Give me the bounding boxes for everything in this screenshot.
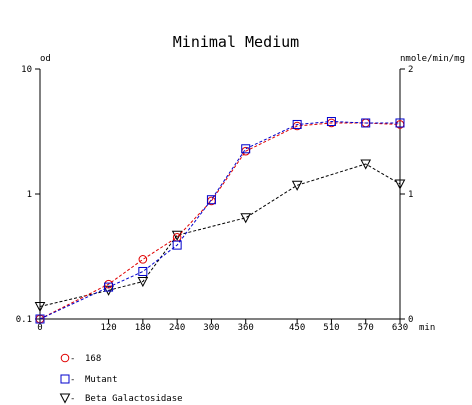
x-axis-unit: min	[419, 323, 435, 333]
legend-marker-beta-galactosidase	[59, 393, 71, 404]
left-tick-label: 0.1	[16, 315, 32, 325]
data-point-beta-galactosidase	[240, 213, 252, 224]
data-point-beta-galactosidase	[394, 179, 406, 190]
legend-label-mutant: Mutant	[85, 375, 118, 385]
data-point-mutant	[241, 144, 251, 154]
legend-dash: -	[70, 354, 75, 364]
right-axis-label: nmole/min/mg	[400, 54, 465, 64]
data-point-168	[138, 255, 148, 264]
right-tick-label: 1	[408, 190, 413, 200]
right-tick-label: 0	[408, 315, 413, 325]
x-tick-label: 510	[323, 323, 339, 333]
series-line-168	[39, 122, 401, 320]
plot-area	[34, 117, 406, 324]
right-tick-label: 2	[408, 65, 413, 75]
left-tick-label: 10	[21, 65, 32, 75]
data-point-beta-galactosidase	[291, 180, 303, 191]
x-tick-label: 630	[392, 323, 408, 333]
data-point-mutant	[361, 118, 371, 128]
left-tick-label: 1	[27, 190, 32, 200]
data-point-mutant	[326, 117, 336, 127]
data-point-beta-galactosidase	[360, 159, 372, 170]
x-tick-label: 570	[358, 323, 374, 333]
data-point-mutant	[138, 266, 148, 276]
x-tick-label: 450	[289, 323, 305, 333]
legend-dash: -	[70, 394, 75, 404]
series-line-mutant	[39, 120, 400, 320]
data-point-beta-galactosidase	[34, 302, 46, 313]
data-point-mutant	[292, 119, 302, 129]
data-point-mutant	[104, 282, 114, 292]
legend-marker-168	[60, 353, 70, 363]
legend-marker-mutant	[60, 374, 70, 384]
left-axis-label: od	[40, 54, 51, 64]
x-tick-label: 180	[135, 323, 151, 333]
x-tick-label: 120	[100, 323, 116, 333]
data-point-beta-galactosidase	[137, 277, 149, 288]
legend-dash: -	[70, 375, 75, 385]
chart-title: Minimal Medium	[173, 33, 299, 51]
x-tick-label: 300	[203, 323, 219, 333]
data-point-mutant	[395, 118, 405, 128]
data-point-mutant	[172, 240, 182, 250]
legend: -168- Mutant- Beta Galactosidase	[59, 353, 183, 404]
legend-label-168: 168	[85, 354, 101, 364]
data-point-mutant	[35, 314, 45, 324]
x-tick-label: 240	[169, 323, 185, 333]
data-point-beta-galactosidase	[103, 285, 114, 296]
series-line-beta-galactosidase	[39, 163, 401, 307]
data-point-mutant	[206, 195, 216, 205]
x-tick-label: 0	[37, 323, 42, 333]
legend-label-beta-galactosidase: Beta Galactosidase	[85, 394, 183, 404]
x-tick-label: 360	[238, 323, 254, 333]
